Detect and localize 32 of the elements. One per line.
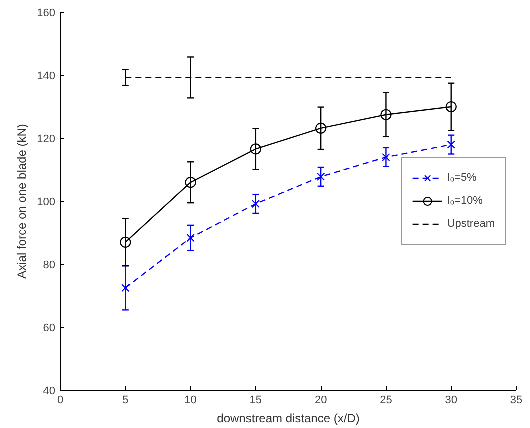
x-tick-label: 25 [380,394,392,406]
point [382,153,390,162]
point [447,140,456,149]
point [122,284,130,292]
point [120,236,132,248]
x-tick-label: 15 [250,394,262,406]
legend-label: Upstream [447,218,495,230]
point [316,122,327,134]
x-tick-label: 10 [184,394,197,406]
y-axis-title: Axial force on one blade (kN) [15,124,30,279]
point [316,172,326,182]
x-tick-label: 35 [510,394,523,406]
x-tick-label: 20 [314,394,328,406]
point [185,177,196,188]
x-tick-label: 0 [57,394,64,406]
y-tick-label: 100 [37,196,56,208]
x-tick-label: 30 [445,394,458,406]
point [252,200,260,208]
y-tick-label: 140 [37,70,56,82]
y-tick-label: 120 [37,134,56,146]
y-tick-label: 160 [37,8,56,20]
x-axis-title: downstream distance (x/D) [217,412,360,426]
point [380,109,392,120]
point [186,234,195,242]
legend-label: Iₒ=10% [447,195,483,207]
y-tick-label: 40 [43,386,56,398]
legend-label: Iₒ=5% [447,172,477,184]
point [446,101,457,113]
y-tick-label: 60 [43,322,56,334]
y-tick-label: 80 [43,260,56,272]
point [250,144,262,155]
x-tick-label: 5 [122,394,129,406]
